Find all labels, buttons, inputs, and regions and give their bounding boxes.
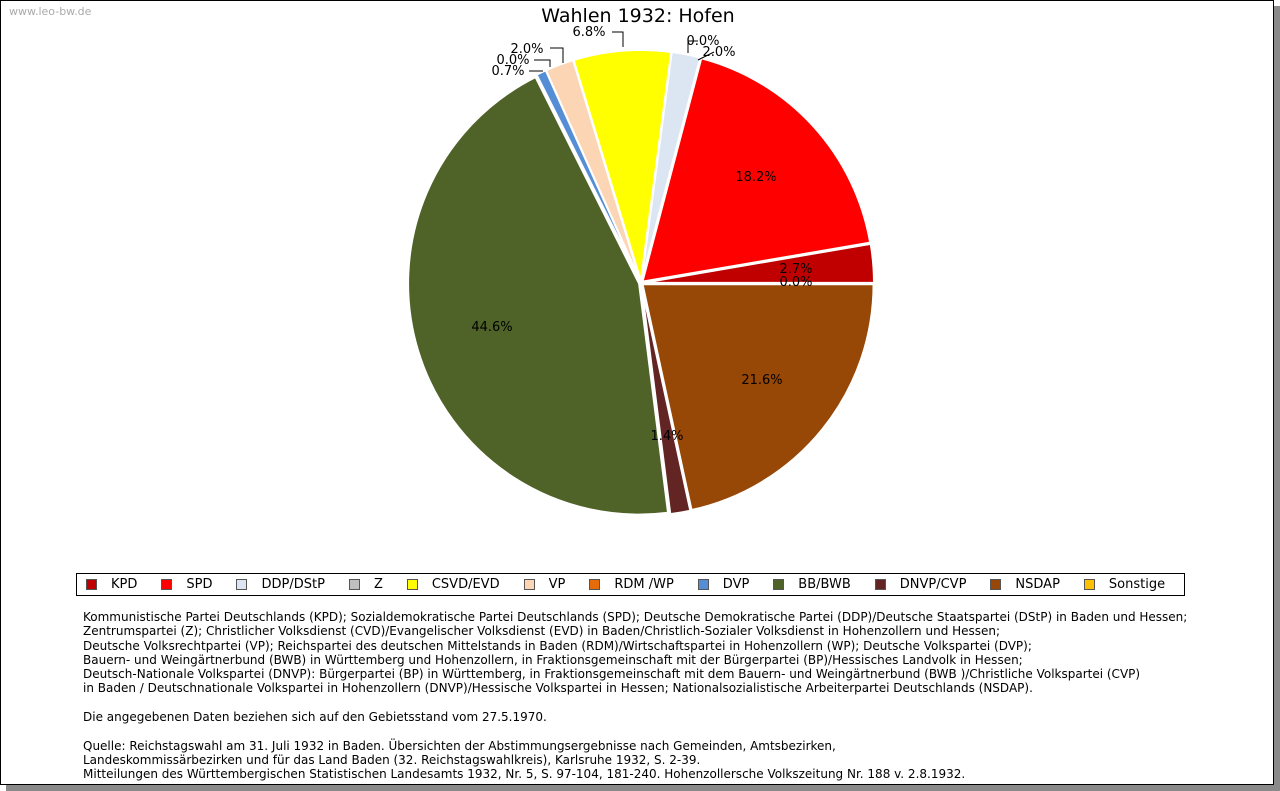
legend-swatch bbox=[1083, 579, 1095, 590]
note-line bbox=[83, 724, 1187, 738]
note-line bbox=[83, 696, 1187, 710]
data-label: 6.8% bbox=[572, 25, 605, 40]
legend-label: VP bbox=[548, 577, 566, 592]
legend-item: DNVP/CVP bbox=[874, 577, 967, 592]
legend-swatch bbox=[874, 579, 886, 590]
legend-item: RDM /WP bbox=[589, 577, 674, 592]
data-label: 0.0% bbox=[496, 53, 529, 68]
pie-chart: 2.7%18.2%2.0%0.0%6.8%2.0%0.0%0.7%44.6%1.… bbox=[407, 25, 875, 516]
legend-label: BB/BWB bbox=[798, 577, 851, 592]
legend-label: SPD bbox=[186, 577, 213, 592]
legend-item: VP bbox=[523, 577, 566, 592]
data-label: 0.0% bbox=[686, 34, 719, 49]
legend-label: KPD bbox=[111, 577, 138, 592]
legend-item: DVP bbox=[697, 577, 750, 592]
legend-swatch bbox=[990, 579, 1002, 590]
legend-label: DNVP/CVP bbox=[899, 577, 967, 592]
watermark: www.leo-bw.de bbox=[9, 5, 92, 18]
data-label: 44.6% bbox=[471, 320, 512, 335]
legend-label: CSVD/EVD bbox=[431, 577, 500, 592]
legend-item: DDP/DStP bbox=[236, 577, 325, 592]
data-label: 21.6% bbox=[741, 373, 782, 388]
legend-swatch bbox=[773, 579, 785, 590]
legend-item: KPD bbox=[86, 577, 137, 592]
pie-slice-spd bbox=[641, 57, 872, 283]
pie-slice-nsdap bbox=[641, 283, 875, 512]
legend-swatch bbox=[406, 579, 418, 590]
note-line: Die angegebenen Daten beziehen sich auf … bbox=[83, 710, 547, 725]
legend-item: CSVD/EVD bbox=[406, 577, 500, 592]
data-label: 2.7% bbox=[779, 262, 812, 277]
leader-line bbox=[687, 40, 698, 53]
note-line: Deutsche Volksrechtpartei (VP); Reichspa… bbox=[83, 638, 1032, 653]
legend-swatch bbox=[697, 579, 709, 590]
legend-swatch bbox=[348, 579, 360, 590]
leader-line bbox=[697, 51, 715, 61]
note-line: Bauern- und Weingärtnerbund (BWB) in Wür… bbox=[83, 652, 1023, 667]
data-label: 1.4% bbox=[650, 429, 683, 444]
data-label: 2.0% bbox=[702, 45, 735, 60]
legend-swatch bbox=[236, 579, 248, 590]
note-line: in Baden / Deutschnationale Volkspartei … bbox=[83, 681, 1033, 696]
notes: Kommunistische Partei Deutschlands (KPD)… bbox=[83, 610, 1187, 782]
data-label: 0.7% bbox=[491, 64, 524, 79]
note-line: Quelle: Reichstagswahl am 31. Juli 1932 … bbox=[83, 738, 836, 753]
legend-label: Z bbox=[373, 577, 383, 592]
note-line: Kommunistische Partei Deutschlands (KPD)… bbox=[83, 610, 1188, 624]
leader-line bbox=[534, 59, 551, 67]
legend-item: Sonstige bbox=[1083, 577, 1166, 592]
data-label: 0.0% bbox=[779, 275, 812, 290]
pie-slice-dnvp-cvp bbox=[640, 284, 692, 516]
legend-swatch bbox=[589, 579, 601, 590]
legend-item: SPD bbox=[161, 577, 212, 592]
pie-slice-dvp bbox=[535, 69, 642, 282]
legend: KPD SPD DDP/DStP Z CSVD/EVD VP RDM /WP DVP BB/BW… bbox=[76, 573, 1185, 596]
legend-label: Sonstige bbox=[1108, 577, 1166, 592]
note-line: Mitteilungen des Württembergischen Stati… bbox=[83, 767, 966, 782]
legend-label: NSDAP bbox=[1015, 577, 1060, 592]
legend-item: BB/BWB bbox=[773, 577, 851, 592]
legend-label: DDP/DStP bbox=[261, 577, 325, 592]
leader-line bbox=[612, 31, 624, 47]
legend-swatch bbox=[161, 579, 173, 590]
data-label: 2.0% bbox=[510, 42, 543, 57]
note-line: Deutsch-Nationale Volkspartei (DNVP): Bü… bbox=[83, 667, 1141, 682]
legend-label: DVP bbox=[722, 577, 750, 592]
data-label: 18.2% bbox=[735, 170, 776, 185]
legend-swatch bbox=[86, 579, 97, 590]
legend-item: NSDAP bbox=[990, 577, 1060, 592]
pie-slice-kpd bbox=[642, 242, 875, 284]
chart-title: Wahlen 1932: Hofen bbox=[541, 5, 735, 27]
pie-slice-bb-bwb bbox=[407, 75, 670, 516]
legend-item: Z bbox=[348, 577, 383, 592]
note-line: Landeskommissärbezirken und für das Land… bbox=[83, 752, 701, 767]
leader-line bbox=[550, 47, 564, 63]
note-line: Zentrumspartei (Z); Christlicher Volksdi… bbox=[83, 624, 1001, 639]
legend-label: RDM /WP bbox=[614, 577, 674, 592]
legend-swatch bbox=[523, 579, 535, 590]
